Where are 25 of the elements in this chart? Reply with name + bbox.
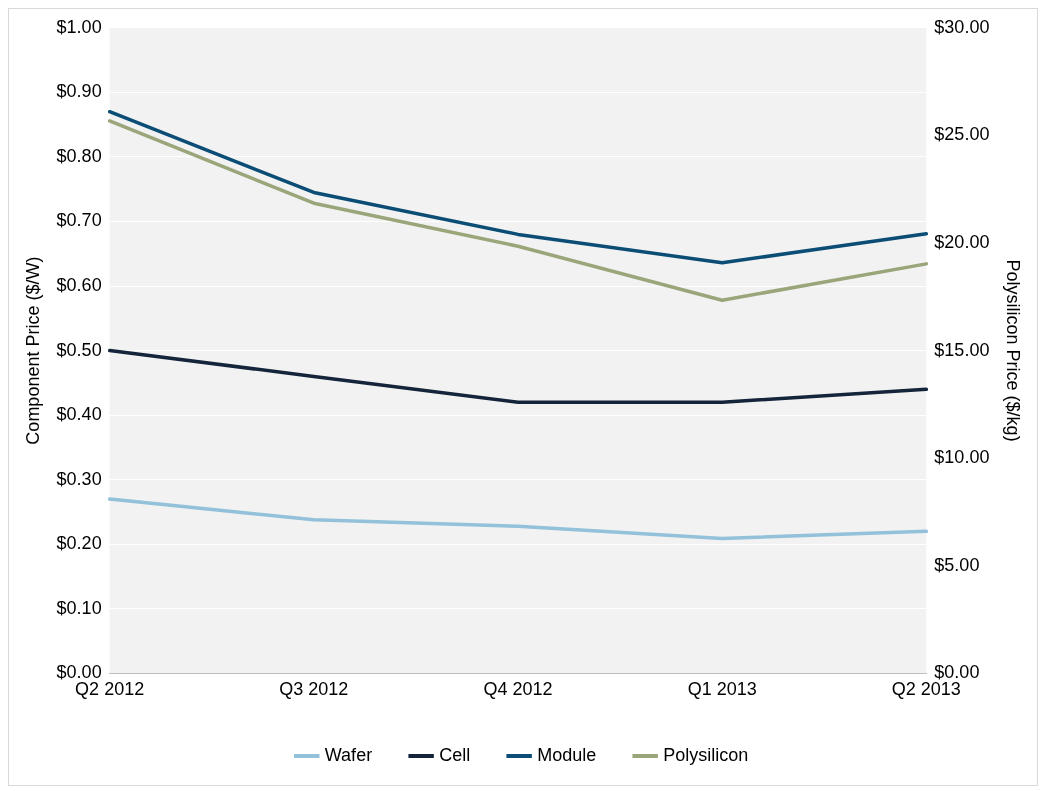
y2-tick-label: $20.00 bbox=[934, 231, 990, 252]
legend-label: Polysilicon bbox=[663, 744, 749, 765]
legend-label: Cell bbox=[439, 744, 471, 765]
y-tick-label: $0.60 bbox=[56, 275, 102, 296]
y2-tick-label: $25.00 bbox=[934, 124, 990, 145]
y-tick-label: $0.90 bbox=[56, 81, 102, 102]
legend-label: Wafer bbox=[324, 744, 373, 765]
x-tick-label: Q1 2013 bbox=[687, 679, 757, 700]
x-tick-label: Q3 2012 bbox=[279, 679, 349, 700]
y-tick-label: $0.20 bbox=[56, 533, 102, 554]
x-tick-label: Q4 2012 bbox=[483, 679, 553, 700]
legend-label: Module bbox=[537, 744, 597, 765]
y-axis-title: Component Price ($/W) bbox=[22, 256, 43, 445]
y-tick-label: $0.50 bbox=[56, 339, 102, 360]
y2-tick-label: $30.00 bbox=[934, 16, 990, 37]
y-tick-label: $0.80 bbox=[56, 145, 102, 166]
y-tick-label: $0.40 bbox=[56, 404, 102, 425]
y-tick-label: $0.10 bbox=[56, 597, 102, 618]
y-tick-label: $0.30 bbox=[56, 468, 102, 489]
y2-tick-label: $5.00 bbox=[934, 554, 980, 575]
y2-axis-title: Polysilicon Price ($/kg) bbox=[1003, 259, 1024, 442]
y-tick-label: $0.70 bbox=[56, 210, 102, 231]
y2-tick-label: $15.00 bbox=[934, 339, 990, 360]
y2-tick-label: $10.00 bbox=[934, 447, 990, 468]
y-tick-label: $1.00 bbox=[56, 16, 102, 37]
